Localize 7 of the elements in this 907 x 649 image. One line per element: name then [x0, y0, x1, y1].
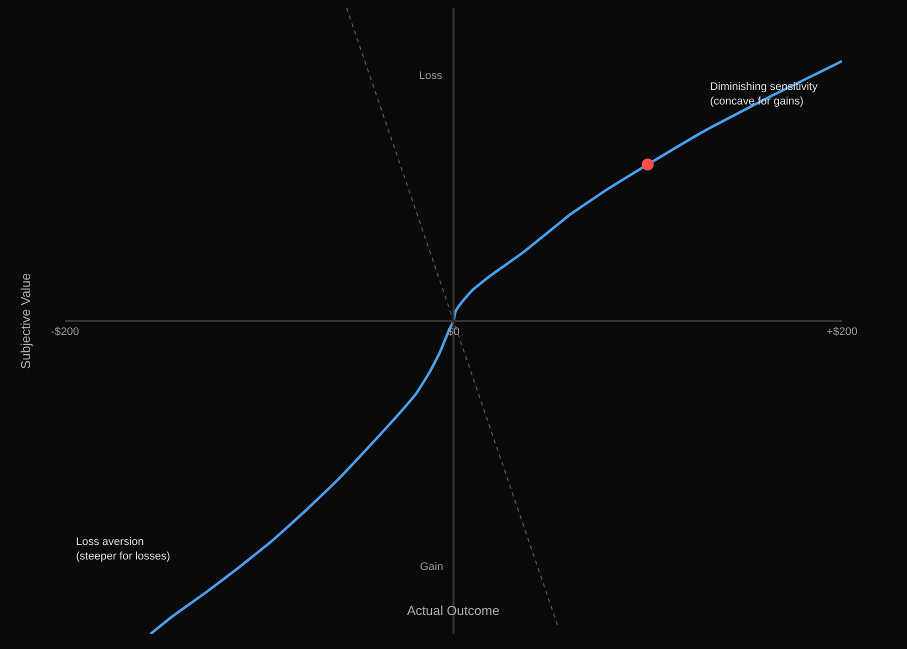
y-axis-title: Subjective Value [18, 273, 33, 369]
x-tick-label: -$200 [50, 326, 80, 338]
x-tick-label: +$200 [826, 326, 858, 338]
annotation: Loss aversion (steeper for losses) [76, 536, 170, 562]
annotation: Gain [420, 561, 444, 573]
annotation: Loss [419, 70, 443, 82]
x-axis-title: Actual Outcome [407, 603, 500, 618]
